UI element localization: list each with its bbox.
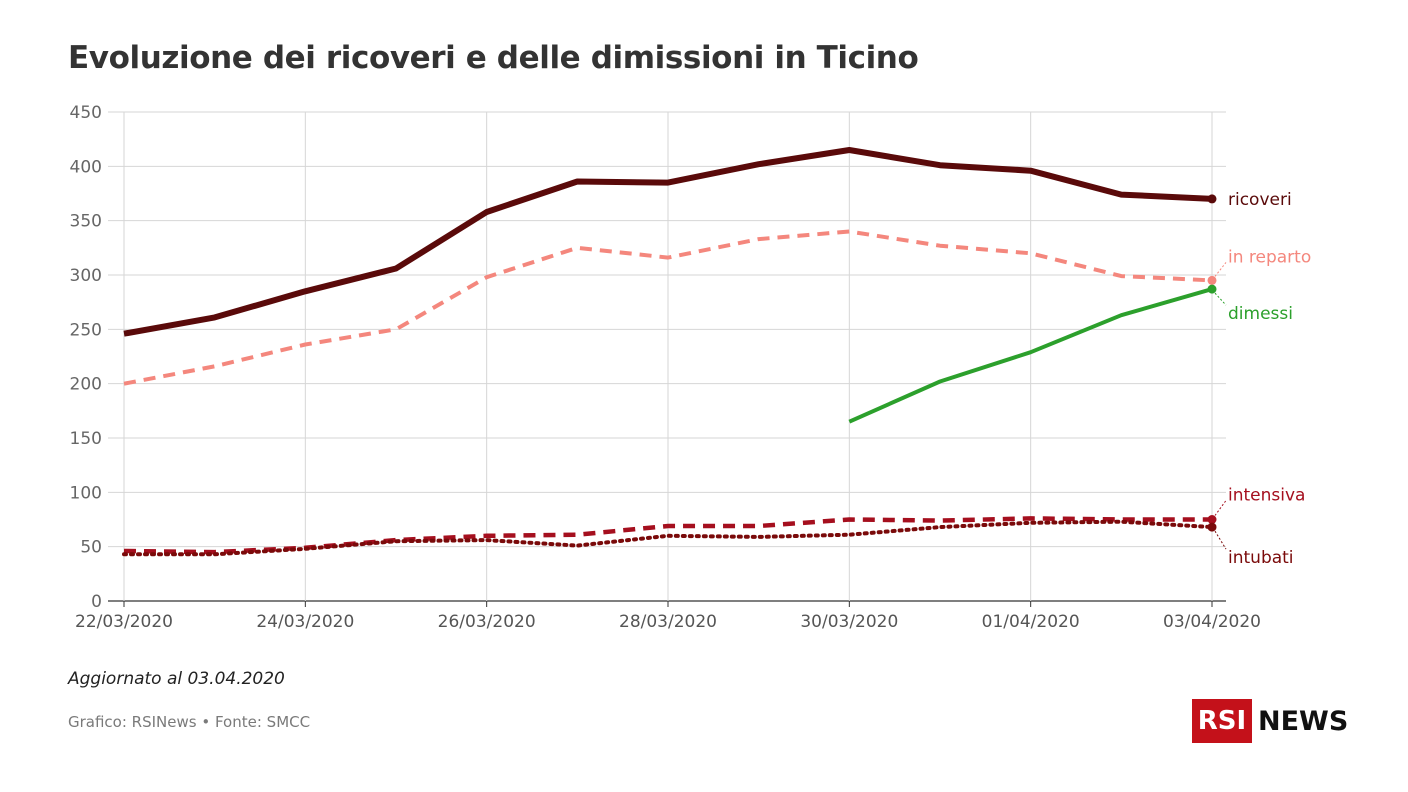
y-tick-label: 400: [70, 157, 102, 177]
series-label-intubati: intubati: [1228, 548, 1294, 568]
x-tick-label: 03/04/2020: [1163, 612, 1261, 632]
updated-note: Aggiornato al 03.04.2020: [68, 669, 285, 689]
chart-title: Evoluzione dei ricoveri e delle dimissio…: [68, 40, 919, 76]
grid: [108, 111, 1226, 607]
y-tick-label: 250: [70, 320, 102, 340]
series-label-leader-intubati: [1214, 530, 1227, 550]
series-line-dimessi: [848, 287, 1213, 424]
rsi-news-logo: RSI NEWS: [1192, 699, 1348, 743]
x-axis-ticks: 22/03/2020 24/03/2020 26/03/2020 28/03/2020…: [75, 612, 1261, 632]
y-tick-label: 0: [91, 592, 102, 612]
series-label-leader-dimessi: [1214, 292, 1227, 306]
series-lines: [122, 147, 1217, 557]
series-label-in-reparto: in reparto: [1228, 247, 1311, 267]
series-end-dot-intubati: [1207, 522, 1217, 532]
x-tick-label: 01/04/2020: [982, 612, 1080, 632]
series-line-in-reparto: [123, 229, 1213, 386]
x-tick-label: 26/03/2020: [438, 612, 536, 632]
news-logo-word: NEWS: [1258, 705, 1349, 737]
x-tick-label: 28/03/2020: [619, 612, 717, 632]
x-tick-label: 30/03/2020: [800, 612, 898, 632]
y-tick-label: 150: [70, 429, 102, 449]
series-labels: ricoveri in reparto dimessi intensiva intuba…: [1214, 190, 1311, 568]
series-label-ricoveri: ricoveri: [1228, 190, 1292, 210]
series-end-dot-in-reparto: [1207, 275, 1217, 285]
x-tick-label: 24/03/2020: [256, 612, 354, 632]
line-chart: 0 50 100 150 200 250 300 350 400 450 22/03/2020 24…: [70, 103, 1312, 632]
series-end-dot-dimessi: [1207, 284, 1217, 294]
series-end-dot-ricoveri: [1207, 194, 1217, 204]
source-note: Grafico: RSINews • Fonte: SMCC: [68, 713, 311, 731]
y-tick-label: 200: [70, 375, 102, 395]
y-axis-ticks: 0 50 100 150 200 250 300 350 400 450: [70, 103, 102, 612]
y-tick-label: 450: [70, 103, 102, 123]
series-label-leader-intensiva: [1214, 500, 1227, 516]
y-tick-label: 350: [70, 212, 102, 232]
series-line-ricoveri: [123, 147, 1213, 337]
y-tick-label: 300: [70, 266, 102, 286]
rsi-logo-box: RSI: [1192, 699, 1252, 743]
series-label-leader-in-reparto: [1214, 262, 1227, 277]
series-label-intensiva: intensiva: [1228, 486, 1305, 506]
series-line-intubati: [122, 519, 1214, 557]
y-tick-label: 100: [70, 483, 102, 503]
series-end-dot-intensiva: [1207, 515, 1217, 524]
series-label-dimessi: dimessi: [1228, 304, 1293, 324]
x-tick-label: 22/03/2020: [75, 612, 173, 632]
y-tick-label: 50: [80, 538, 102, 558]
